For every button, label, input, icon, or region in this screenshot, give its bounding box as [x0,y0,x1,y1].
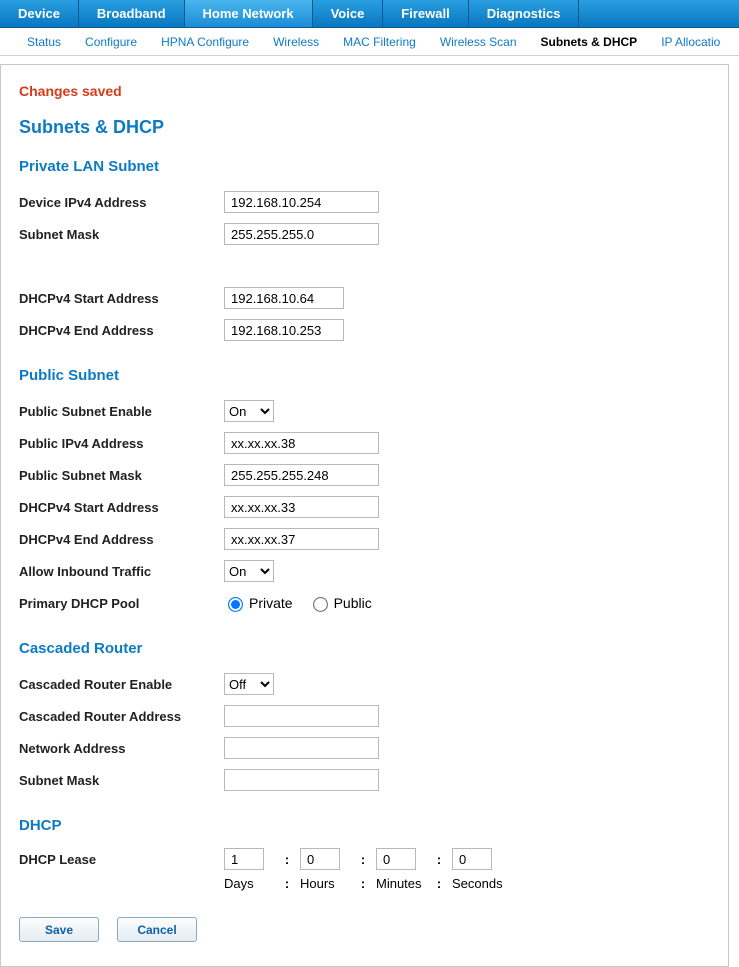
section-cascaded-router: Cascaded Router Cascaded Router Enable O… [19,640,710,793]
subnav-hpna-configure[interactable]: HPNA Configure [149,28,261,55]
tab-firewall[interactable]: Firewall [383,0,468,27]
colon-3: : [432,852,446,867]
input-lease-seconds[interactable] [452,848,492,870]
label-primary-pool: Primary DHCP Pool [19,596,224,611]
label-cascaded-network: Network Address [19,741,224,756]
colon-1: : [280,852,294,867]
input-cascaded-address[interactable] [224,705,379,727]
sub-nav: Status Configure HPNA Configure Wireless… [0,28,739,56]
subnav-wireless[interactable]: Wireless [261,28,331,55]
content-panel: Changes saved Subnets & DHCP Private LAN… [0,64,729,967]
main-nav: Device Broadband Home Network Voice Fire… [0,0,739,28]
label-allow-inbound: Allow Inbound Traffic [19,564,224,579]
tab-diagnostics[interactable]: Diagnostics [469,0,580,27]
input-public-mask[interactable] [224,464,379,486]
colon-6: : [432,876,446,891]
input-private-dhcp-start[interactable] [224,287,344,309]
label-public-dhcp-start: DHCPv4 Start Address [19,500,224,515]
label-public-ipv4: Public IPv4 Address [19,436,224,451]
label-dhcp-lease: DHCP Lease [19,848,224,867]
radio-private-label: Private [249,595,293,611]
input-public-dhcp-end[interactable] [224,528,379,550]
subnav-ip-allocation[interactable]: IP Allocatio [649,28,732,55]
lease-grid: : : : Days : Hours : Minutes : Seconds [224,848,502,891]
label-cascaded-mask: Subnet Mask [19,773,224,788]
input-cascaded-mask[interactable] [224,769,379,791]
label-private-dhcp-end: DHCPv4 End Address [19,323,224,338]
input-lease-minutes[interactable] [376,848,416,870]
section-dhcp: DHCP DHCP Lease : : : Days : Hours : Min… [19,817,710,891]
unit-minutes: Minutes [376,876,426,891]
label-private-dhcp-start: DHCPv4 Start Address [19,291,224,306]
radio-group-primary-pool: Private Public [224,595,384,611]
label-public-enable: Public Subnet Enable [19,404,224,419]
button-row: Save Cancel [19,917,710,942]
select-allow-inbound[interactable]: On [224,560,274,582]
section-private-lan: Private LAN Subnet Device IPv4 Address S… [19,158,710,343]
select-cascaded-enable[interactable]: Off [224,673,274,695]
section-title-dhcp: DHCP [19,817,710,834]
subnav-subnets-dhcp[interactable]: Subnets & DHCP [529,28,650,55]
select-public-enable[interactable]: On [224,400,274,422]
colon-5: : [356,876,370,891]
section-title-cascaded: Cascaded Router [19,640,710,657]
cancel-button[interactable]: Cancel [117,917,197,942]
tab-broadband[interactable]: Broadband [79,0,185,27]
status-message: Changes saved [19,83,710,99]
label-cascaded-enable: Cascaded Router Enable [19,677,224,692]
radio-private[interactable] [228,597,243,612]
section-public-subnet: Public Subnet Public Subnet Enable On Pu… [19,367,710,616]
tab-device[interactable]: Device [0,0,79,27]
unit-hours: Hours [300,876,350,891]
input-private-dhcp-end[interactable] [224,319,344,341]
radio-public[interactable] [313,597,328,612]
tab-home-network[interactable]: Home Network [185,0,313,27]
section-title-public-subnet: Public Subnet [19,367,710,384]
input-public-ipv4[interactable] [224,432,379,454]
radio-public-label: Public [334,595,372,611]
label-public-dhcp-end: DHCPv4 End Address [19,532,224,547]
subnav-mac-filtering[interactable]: MAC Filtering [331,28,428,55]
colon-2: : [356,852,370,867]
input-lease-hours[interactable] [300,848,340,870]
save-button[interactable]: Save [19,917,99,942]
label-cascaded-address: Cascaded Router Address [19,709,224,724]
subnav-wireless-scan[interactable]: Wireless Scan [428,28,529,55]
input-device-ipv4[interactable] [224,191,379,213]
input-lease-days[interactable] [224,848,264,870]
input-private-subnet-mask[interactable] [224,223,379,245]
input-public-dhcp-start[interactable] [224,496,379,518]
label-public-mask: Public Subnet Mask [19,468,224,483]
subnav-status[interactable]: Status [15,28,73,55]
tab-voice[interactable]: Voice [313,0,384,27]
colon-4: : [280,876,294,891]
input-cascaded-network[interactable] [224,737,379,759]
label-device-ipv4: Device IPv4 Address [19,195,224,210]
section-title-private-lan: Private LAN Subnet [19,158,710,175]
label-private-subnet-mask: Subnet Mask [19,227,224,242]
unit-seconds: Seconds [452,876,502,891]
page-title: Subnets & DHCP [19,117,710,138]
unit-days: Days [224,876,274,891]
subnav-configure[interactable]: Configure [73,28,149,55]
